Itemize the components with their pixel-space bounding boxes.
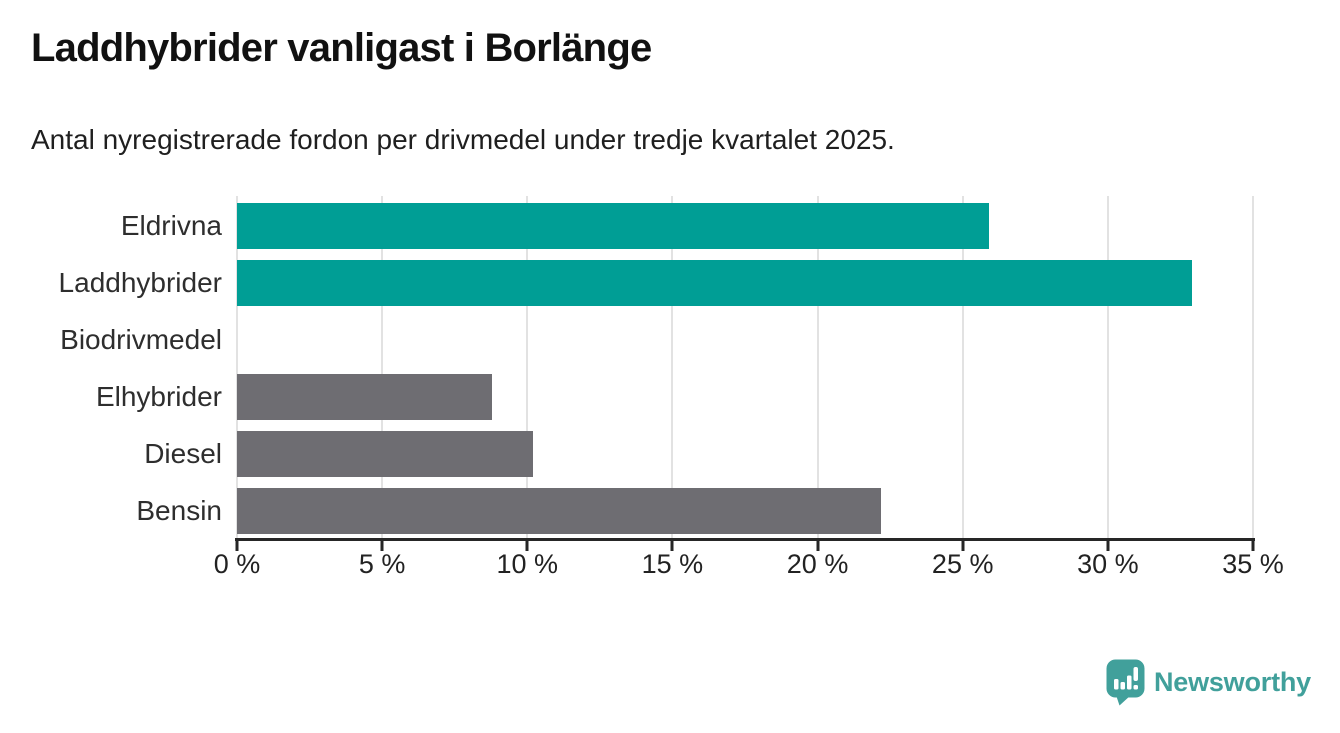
x-axis-line (235, 538, 1255, 541)
category-label-elhybrider: Elhybrider (95, 381, 222, 412)
x-tick-label: 0 % (213, 549, 261, 579)
category-label-biodrivmedel: Biodrivmedel (60, 324, 222, 355)
axis-tick (1106, 538, 1110, 551)
x-tick-label: 10 % (496, 549, 559, 579)
gridline (381, 196, 384, 538)
category-label-diesel: Diesel (144, 438, 222, 469)
chart-title: Laddhybrider vanligast i Borlänge (31, 26, 652, 70)
gridline (671, 196, 674, 538)
axis-tick (816, 538, 820, 551)
brand-name: Newsworthy (1153, 667, 1311, 697)
bar-elhybrider (237, 374, 493, 420)
bar-eldrivna (237, 203, 989, 249)
brand-logo: Newsworthy (1106, 659, 1311, 706)
axis-tick (235, 538, 239, 551)
gridline (236, 196, 238, 538)
axis-tick (961, 538, 965, 551)
x-tick-label: 20 % (786, 549, 849, 579)
x-tick-label: 25 % (931, 549, 994, 579)
category-label-eldrivna: Eldrivna (120, 210, 222, 241)
x-tick-label: 30 % (1077, 549, 1139, 579)
plot-area: 0 % 5 % 10 % 15 % 20 % 25 % 30 % 35 % (214, 196, 1284, 579)
bar-diesel (237, 431, 534, 477)
bar-bensin (237, 488, 882, 534)
gridline (1106, 196, 1109, 538)
gridline (1252, 196, 1254, 538)
gridline (816, 196, 819, 538)
newsworthy-logo-icon (1106, 659, 1145, 706)
x-tick-label: 5 % (358, 549, 406, 579)
bar-laddhybrider (237, 260, 1193, 306)
category-label-laddhybrider: Laddhybrider (58, 267, 222, 298)
chart-subtitle: Antal nyregistrerade fordon per drivmede… (31, 124, 895, 155)
axis-tick (670, 538, 674, 551)
axis-tick (525, 538, 529, 551)
category-axis-labels: Eldrivna Laddhybrider Biodrivmedel Elhybrid… (0, 196, 222, 538)
gridline (961, 196, 964, 538)
axis-tick (1251, 538, 1255, 551)
x-tick-label: 15 % (641, 549, 704, 579)
axis-tick (380, 538, 384, 551)
x-tick-label: 35 % (1222, 549, 1284, 579)
gridline (526, 196, 529, 538)
category-label-bensin: Bensin (136, 495, 222, 526)
